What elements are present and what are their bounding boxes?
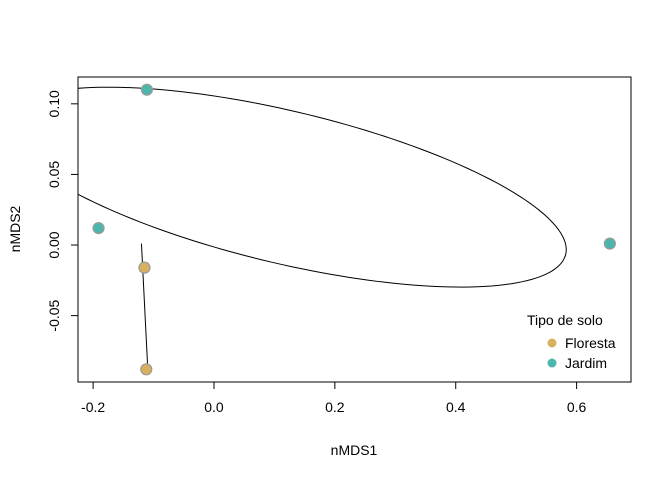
- point-floresta: [138, 261, 151, 274]
- point-jardim: [603, 237, 616, 250]
- y-tick-label: 0.10: [46, 90, 62, 117]
- legend: Tipo de solo Floresta Jardim: [527, 312, 616, 371]
- x-axis-label: nMDS1: [331, 442, 378, 458]
- point-jardim: [92, 221, 105, 235]
- point-jardim: [140, 83, 153, 96]
- x-tick-label: 0.4: [446, 399, 466, 415]
- ellipse-jardim: [78, 86, 567, 288]
- legend-label-jardim: Jardim: [565, 355, 607, 371]
- point-floresta: [140, 363, 153, 376]
- legend-title: Tipo de solo: [527, 312, 603, 328]
- y-tick-label: 0.05: [46, 161, 62, 188]
- y-tick-label: 0.00: [46, 231, 62, 258]
- y-axis-label: nMDS2: [7, 205, 23, 252]
- y-tick-label: -0.05: [46, 299, 62, 331]
- x-tick-label: 0.6: [567, 399, 587, 415]
- x-tick-label: 0.0: [204, 399, 224, 415]
- legend-marker-jardim: [547, 358, 557, 368]
- y-axis: -0.05 0.00 0.05 0.10: [46, 90, 78, 332]
- legend-label-floresta: Floresta: [565, 335, 616, 351]
- plot-frame: [77, 76, 632, 383]
- x-axis: -0.2 0.0 0.2 0.4 0.6: [81, 382, 587, 415]
- x-tick-label: -0.2: [81, 399, 105, 415]
- x-tick-label: 0.2: [325, 399, 345, 415]
- legend-marker-floresta: [547, 338, 557, 348]
